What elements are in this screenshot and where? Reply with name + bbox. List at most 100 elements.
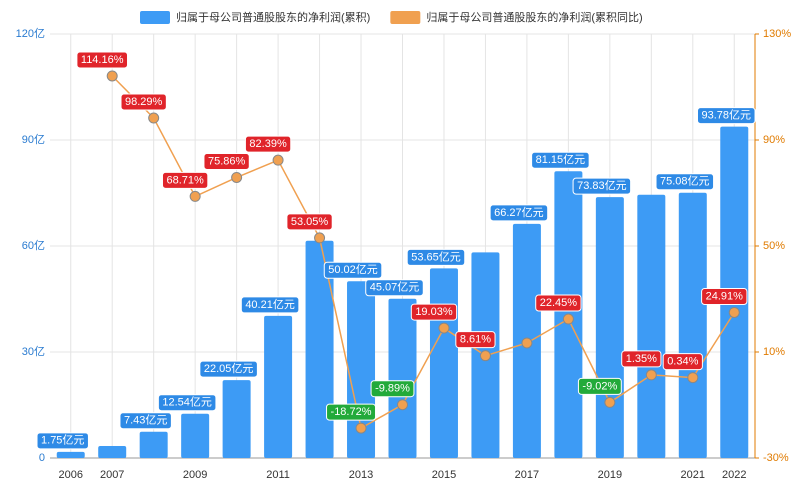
line-point [272,154,284,166]
line-point [479,350,491,362]
x-tick-label: 2022 [722,469,746,481]
data-label: 19.03% [410,303,458,321]
y2-tick-label: -30% [763,452,789,464]
line-point [604,396,616,408]
data-label-box [286,213,333,231]
data-label-text: 1.75亿元 [41,434,84,447]
data-label-box [370,380,415,398]
x-tick-label: 2019 [598,469,622,481]
line-point [562,313,574,325]
data-label-text: 22.05亿元 [204,362,254,375]
line-point [521,337,533,349]
legend: 归属于母公司普通股股东的净利润(累积) 归属于母公司普通股股东的净利润(累积同比) [140,10,643,24]
bar [678,192,707,458]
data-label-box [406,248,466,266]
y-tick-label: 90亿 [22,133,45,146]
data-label-box [326,403,377,421]
data-label-text: 22.45% [540,297,578,309]
y2-tick-label: 130% [763,28,791,40]
data-label: 68.71% [161,171,209,189]
x-tick-label: 2013 [349,469,373,481]
data-label-box [199,360,258,378]
data-label: 53.05% [286,213,333,231]
legend-label: 归属于母公司普通股股东的净利润(累积) [176,10,370,24]
data-label-text: 8.61% [460,334,491,346]
data-label: 8.61% [455,331,496,349]
line-point [106,70,118,82]
bar [139,431,168,458]
x-tick-label: 2007 [100,469,124,481]
data-label: 40.21亿元 [240,296,300,314]
data-label-box [365,279,424,297]
data-label-box [662,353,703,371]
data-label: 73.83亿元 [572,177,632,195]
data-label: 24.91% [701,287,748,305]
data-label: -18.72% [326,403,377,421]
y-tick-label: 60亿 [22,239,45,252]
data-label-box [161,171,209,189]
data-label-text: 81.15亿元 [536,153,586,166]
data-label-text: 0.34% [667,356,698,368]
data-label: 98.29% [120,93,167,111]
y-tick-label: 120亿 [16,27,45,40]
line [111,75,735,430]
data-label: 1.35% [621,350,662,368]
bar [595,197,624,458]
line-point [645,369,657,381]
data-label: 12.54亿元 [157,394,217,412]
data-label-text: 53.65亿元 [411,250,461,263]
data-label-box [119,412,172,430]
x-tick-label: 2009 [183,469,207,481]
data-label: -9.89% [370,380,415,398]
data-label-text: 66.27亿元 [494,206,544,219]
data-label-text: 19.03% [415,306,453,318]
y2-tick-label: 90% [763,134,785,146]
data-label-box [489,204,549,222]
data-label-box [36,432,89,450]
legend-swatch [140,11,170,24]
line-point [189,190,201,202]
data-label: 81.15亿元 [531,151,590,169]
x-tick-label: 2017 [515,469,539,481]
data-label-box [621,350,662,368]
data-label-box [120,93,167,111]
line-point [687,372,699,384]
line-point [728,306,740,318]
data-label-box [157,394,217,412]
bar [181,413,210,458]
data-label: 93.78亿元 [696,107,756,125]
data-label-text: 68.71% [166,174,204,186]
data-label-text: -9.89% [375,383,410,395]
data-label: 50.02亿元 [323,261,383,279]
data-label-box [701,287,748,305]
data-label-box [655,173,715,191]
data-label-box [203,152,250,170]
data-label: 114.16% [76,51,129,69]
data-label-box [76,51,129,69]
data-label-text: -9.02% [582,380,617,392]
data-label-text: 98.29% [125,96,163,108]
x-tick-label: 2006 [58,469,82,481]
data-label-text: 82.39% [249,138,287,150]
bar [637,194,666,458]
line-point [231,171,243,183]
data-label-text: 75.86% [208,155,246,167]
data-label-box [455,331,496,349]
data-label-box [410,303,458,321]
bar [56,451,85,458]
bar [305,240,334,458]
y-tick-label: 30亿 [22,345,45,358]
y2-tick-label: 10% [763,346,785,358]
data-label: 22.05亿元 [199,360,258,378]
data-label-text: 40.21亿元 [245,298,295,311]
data-label-box [240,296,300,314]
data-label: 75.08亿元 [655,173,715,191]
data-label: 1.75亿元 [36,432,89,450]
data-label: -9.02% [577,377,622,395]
line-point [397,399,408,411]
x-tick-label: 2011 [266,469,290,481]
bar [264,315,293,458]
legend-swatch [390,11,421,24]
data-label-box [696,107,756,125]
